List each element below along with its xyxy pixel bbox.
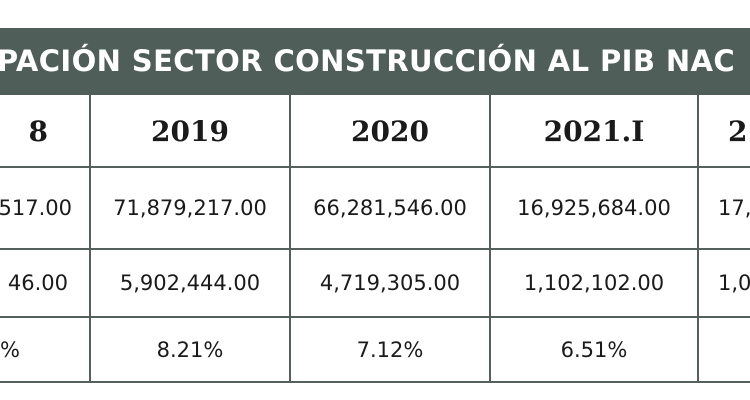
table-cell: 46.00: [7, 271, 68, 295]
table-title-band: CIPACIÓN SECTOR CONSTRUCCIÓN AL PIB NAC: [0, 28, 750, 95]
table-cell: [698, 317, 750, 383]
table-cell: 1,102,102.00: [523, 271, 665, 295]
row-divider: [0, 248, 750, 250]
table-cell: 71,879,217.00: [113, 196, 267, 220]
table-cell: 517.00: [0, 196, 72, 220]
header-cell-2019: 2019: [151, 114, 229, 148]
column-divider: [489, 95, 491, 383]
table-cell: %: [0, 338, 20, 362]
table-cell: 4,719,305.00: [319, 271, 461, 295]
table-cell: 16,925,684.00: [517, 196, 671, 220]
table-title: CIPACIÓN SECTOR CONSTRUCCIÓN AL PIB NAC: [0, 44, 736, 78]
row-divider: [0, 166, 750, 168]
table-cell: 7.12%: [356, 338, 424, 362]
column-divider: [697, 95, 699, 383]
table-cell: 6.51%: [560, 338, 628, 362]
column-divider: [89, 95, 91, 383]
table-cell: 66,281,546.00: [313, 196, 467, 220]
row-divider: [0, 381, 750, 383]
table-cell: 17,: [718, 196, 750, 220]
header-cell-2020: 2020: [351, 114, 429, 148]
header-cell-2021-i: 2021.I: [543, 114, 645, 148]
table-cell: 8.21%: [156, 338, 224, 362]
column-divider: [289, 95, 291, 383]
header-cell-partial: 2: [728, 114, 748, 148]
data-table: 8 2019 2020 2021.I 2 517.00 71,879,217.0…: [0, 95, 750, 383]
row-divider: [0, 316, 750, 318]
header-cell-2018: 8: [28, 114, 48, 148]
table-cell: 1,0: [718, 271, 750, 295]
table-cell: 5,902,444.00: [119, 271, 261, 295]
